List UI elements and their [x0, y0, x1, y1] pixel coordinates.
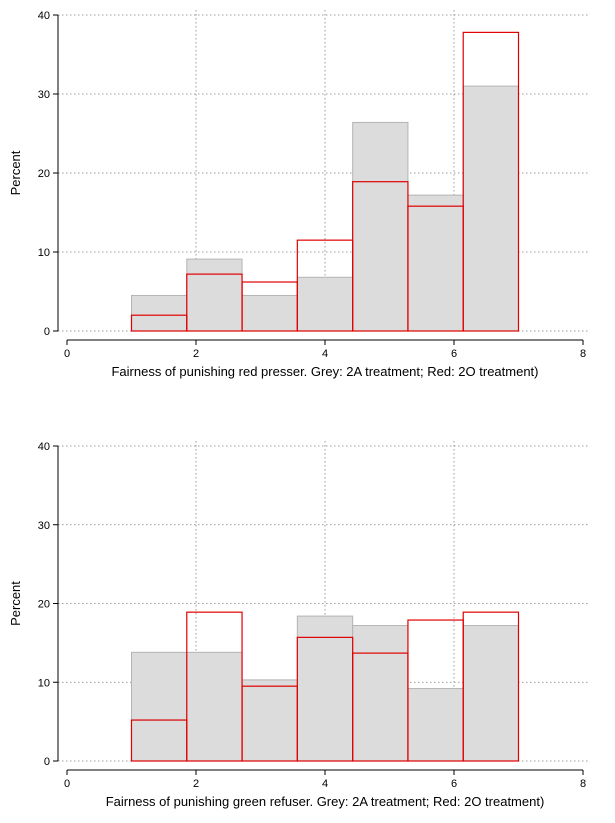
x-tick-label: 0 [64, 348, 70, 360]
bar-2a-treatment [241, 679, 298, 762]
bar-2a-treatment [186, 258, 243, 332]
y-tick-label: 10 [38, 247, 50, 259]
bar-2a-treatment [186, 651, 243, 762]
x-tick-label: 2 [193, 778, 199, 790]
x-tick-label: 6 [451, 778, 457, 790]
bar-2a-treatment [462, 85, 520, 332]
bar-2o-treatment [462, 611, 520, 762]
bar-2a-treatment [131, 651, 188, 762]
bar-2o-treatment [462, 31, 520, 332]
y-tick-label: 20 [38, 599, 50, 611]
bar-2a-treatment [407, 194, 464, 332]
y-tick-label: 20 [38, 168, 50, 180]
y-tick-label: 30 [38, 520, 50, 532]
histogram-red-presser: 0 10 20 30 40 0 2 4 6 8 Fairness of punishing red … [8, 10, 590, 379]
bar-2a-treatment [241, 294, 298, 332]
y-axis-title: Percent [8, 150, 23, 195]
x-axis-title: Fairness of punishing green refuser. Gre… [106, 794, 545, 809]
x-axis-title: Fairness of punishing red presser. Grey:… [111, 364, 538, 379]
y-tick-label: 0 [44, 756, 50, 768]
bar-2a-treatment [407, 688, 464, 762]
x-tick-label: 0 [64, 778, 70, 790]
x-tick-label: 4 [322, 778, 328, 790]
x-tick-label: 8 [580, 778, 586, 790]
y-tick-label: 40 [38, 10, 50, 22]
bar-2a-treatment [296, 615, 354, 762]
y-axis-title: Percent [8, 581, 23, 626]
histogram-green-refuser: 0 10 20 30 40 0 2 4 6 8 Fairness of punishing gree… [8, 441, 590, 809]
x-tick-label: 6 [451, 348, 457, 360]
bar-2a-treatment [131, 294, 188, 332]
y-tick-label: 0 [44, 326, 50, 338]
bar-2a-treatment [352, 625, 409, 762]
y-tick-label: 40 [38, 441, 50, 453]
y-tick-label: 10 [38, 677, 50, 689]
x-tick-label: 8 [580, 348, 586, 360]
x-tick-label: 4 [322, 348, 328, 360]
bar-2a-treatment [296, 276, 354, 332]
x-tick-label: 2 [193, 348, 199, 360]
bar-2a-treatment [352, 121, 409, 332]
y-tick-label: 30 [38, 89, 50, 101]
bar-2a-treatment [462, 625, 520, 762]
